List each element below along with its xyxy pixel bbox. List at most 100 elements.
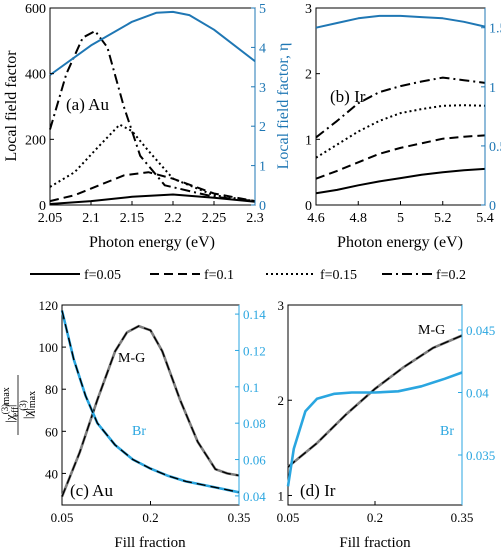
- panel-a-ytick-label: 200: [25, 133, 46, 148]
- legend-label-0: f=0.05: [84, 268, 121, 283]
- panel-b-xlabel: Photon energy (eV): [337, 234, 463, 251]
- panel-a-y2tick-label: 4: [259, 41, 266, 56]
- panel-a-y2label: Local field factor, η: [275, 43, 292, 170]
- panel-b-y2tick-label: 1: [489, 81, 496, 96]
- panel-a-ytick-label: 0: [39, 199, 46, 214]
- panel-b-xtick-label: 4.8: [350, 211, 368, 226]
- panel-c-series-1: [61, 325, 240, 497]
- legend-label-1: f=0.1: [204, 268, 234, 283]
- panel-a-xtick-label: 2.1: [82, 211, 100, 226]
- panel-d-plot: [286, 334, 463, 487]
- panel-b-series-4: [315, 14, 486, 29]
- panel-c-xtick-label: 0.2: [142, 510, 158, 525]
- panel-c-annotation-br: Br: [132, 424, 146, 439]
- panel-a-xtick-label: 2.15: [120, 211, 145, 226]
- panel-c-y2tick-label: 0.1: [243, 380, 259, 395]
- panel-a-series-3: [49, 30, 256, 203]
- panel-d-xlabel: Fill fraction: [339, 535, 411, 550]
- panel-d: 0.05 0.2 0.35 1 2 3 0.035 0.04 0.045 (d) Ir Fill…: [277, 298, 496, 550]
- panel-d-y2tick-label: 0.045: [466, 323, 495, 338]
- panel-c-series-2: [60, 310, 240, 494]
- panel-d-ytick-label: 3: [278, 298, 285, 313]
- panel-d-annotation-mg: M-G: [418, 323, 445, 338]
- panel-a-xlabel: Photon energy (eV): [89, 234, 215, 251]
- panel-c-ytick-label: 80: [45, 382, 58, 397]
- panel-c-xtick-label: 0.05: [51, 510, 74, 525]
- panel-d-series-2: [286, 371, 463, 487]
- panel-c-ticks: 0.05 0.2 0.35 40 60 80 100 120 0.04 0.06 0.08 0.1 0.…: [39, 298, 267, 525]
- panel-b-xtick-label: 4.6: [307, 211, 325, 226]
- panel-b-ytick-label: 0: [305, 199, 312, 214]
- panel-c-y2tick-label: 0.08: [243, 416, 266, 431]
- panel-b-label: (b) Ir: [330, 87, 366, 106]
- panel-d-y2tick-label: 0.04: [466, 386, 489, 401]
- panel-b-xtick-label: 5: [397, 211, 404, 226]
- panel-a-ytick-label: 400: [25, 68, 46, 83]
- panel-b-ytick-label: 1: [305, 133, 312, 148]
- panel-a-y2tick-label: 5: [259, 2, 266, 17]
- panel-c-ytick-label: 100: [39, 340, 59, 355]
- panel-b-y2tick-label: 0.5: [489, 140, 501, 155]
- panel-d-ytick-label: 1: [278, 488, 285, 503]
- panel-a-y2tick-label: 3: [259, 81, 266, 96]
- panel-a-y2tick-label: 0: [259, 199, 266, 214]
- panel-b-plot: [315, 14, 486, 195]
- panel-d-xtick-label: 0.2: [367, 510, 383, 525]
- panel-c-ytick-label: 40: [45, 466, 58, 481]
- panel-a-series-1: [49, 171, 256, 203]
- panel-d-ticks: 0.05 0.2 0.35 1 2 3 0.035 0.04 0.045: [277, 298, 496, 525]
- panel-c-y2tick-label: 0.06: [243, 453, 266, 468]
- panel-b-series-0: [315, 167, 486, 195]
- panel-b-ytick-label: 2: [305, 68, 312, 83]
- legend-label-2: f=0.15: [320, 268, 357, 283]
- panel-c-xtick-label: 0.35: [228, 510, 251, 525]
- panel-a-xtick-label: 2.25: [202, 211, 227, 226]
- panel-d-ytick-label: 2: [278, 393, 285, 408]
- legend: f=0.05 f=0.1 f=0.15 f=0.2: [30, 268, 466, 283]
- panel-a-y2tick-label: 2: [259, 120, 266, 135]
- panel-d-series-1: [287, 334, 463, 468]
- panel-b-xtick-label: 5.2: [434, 211, 452, 226]
- panel-a-y2tick-label: 1: [259, 160, 266, 175]
- panel-a-series-4: [49, 10, 256, 76]
- panel-c-annotation-mg: M-G: [118, 351, 145, 366]
- panel-c: 0.05 0.2 0.35 40 60 80 100 120 0.04 0.06 0.08 0.1 0.…: [0, 298, 266, 550]
- panel-c-y2tick-label: 0.12: [243, 343, 266, 358]
- panel-a-ylabel: Local field factor: [3, 50, 20, 162]
- panel-b-xtick-label: 5.4: [476, 211, 494, 226]
- panel-c-xlabel: Fill fraction: [114, 535, 186, 550]
- panel-b-ytick-label: 3: [305, 2, 312, 17]
- panel-c-ylabel-numerator: |χ(3)eff|max: [0, 387, 20, 423]
- panel-c-y2tick-label: 0.14: [243, 307, 266, 322]
- panel-a-series-2: [49, 123, 256, 203]
- panel-d-annotation-br: Br: [440, 424, 454, 439]
- panel-d-xtick-label: 0.35: [451, 510, 474, 525]
- panel-a-xtick-label: 2.2: [164, 211, 182, 226]
- legend-label-3: f=0.2: [436, 268, 466, 283]
- panel-a-ytick-label: 600: [25, 2, 46, 17]
- panel-d-xtick-label: 0.05: [277, 510, 300, 525]
- panel-b-y2tick-label: 1.5: [489, 22, 501, 37]
- panel-c-ylabel-denominator: |χ(3)i|max: [18, 391, 38, 419]
- panel-a-label: (a) Au: [66, 95, 109, 114]
- panel-b-series-3: [315, 76, 486, 139]
- panel-c-label: (c) Au: [70, 481, 113, 500]
- panel-a-xtick-label: 2.05: [38, 211, 63, 226]
- panel-c-y2tick-label: 0.04: [243, 489, 266, 504]
- panel-b-series-2: [315, 104, 486, 159]
- panel-a-plot: [49, 10, 256, 205]
- panel-c-series-0: [60, 324, 240, 498]
- panel-c-ytick-label: 120: [39, 298, 59, 313]
- panel-d-y2tick-label: 0.035: [466, 448, 495, 463]
- panel-b-frame: [315, 7, 486, 206]
- panel-a-xtick-label: 2.3: [246, 211, 264, 226]
- panel-d-label: (d) Ir: [300, 481, 336, 500]
- panel-b-series-1: [315, 134, 486, 180]
- panel-c-ylabel: |χ(3)eff|max |χ(3)i|max: [0, 375, 38, 435]
- panel-c-ytick-label: 60: [45, 424, 58, 439]
- panel-c-plot: [60, 310, 240, 498]
